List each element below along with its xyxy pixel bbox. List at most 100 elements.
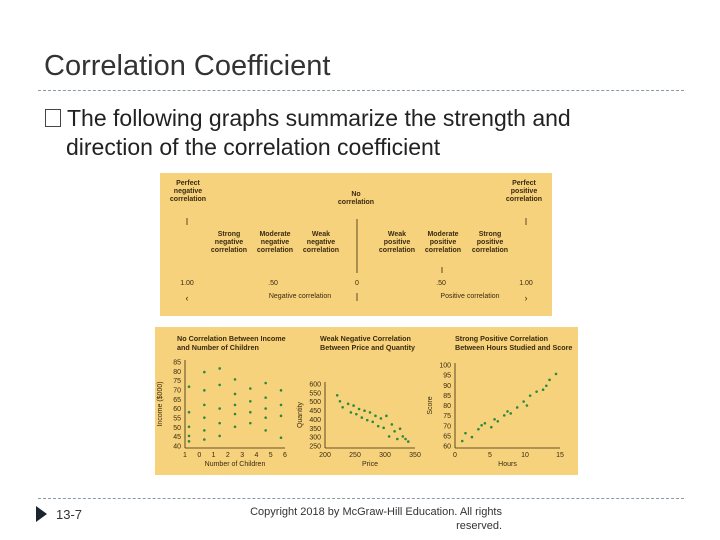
- chart-0-point: [279, 414, 283, 418]
- chart-0-point: [233, 412, 237, 416]
- chart-0-point: [279, 389, 283, 392]
- chart-0-point: [203, 429, 206, 432]
- chart-1-x-tick: 200: [319, 452, 331, 459]
- chart-2-point: [483, 421, 487, 425]
- chart-1-point: [357, 407, 361, 411]
- chart-2-x-tick: 0: [453, 452, 457, 459]
- footer-divider: [38, 498, 684, 499]
- value-zero: 0: [355, 280, 359, 287]
- chart-0-point: [279, 403, 283, 407]
- label-no-correlation: No correlation: [337, 191, 375, 206]
- chart-0-point: [233, 403, 237, 407]
- chart-2-title: Strong Positive Correlation: [455, 334, 548, 343]
- value-neg-50: .50: [268, 280, 278, 287]
- label-moderate-positive: Moderate positive correlation: [424, 231, 462, 254]
- chart-1-y-tick: 300: [309, 435, 321, 442]
- label-perfect-positive: Perfect positive correlation: [505, 180, 543, 203]
- chart-0-y-tick: 80: [173, 369, 181, 376]
- chart-2-point: [496, 420, 500, 423]
- chart-2-point: [522, 400, 525, 403]
- chart-0-y-tick: 45: [173, 434, 181, 441]
- chart-0-point: [249, 387, 252, 390]
- chart-1-x-tick: 300: [379, 452, 391, 459]
- chart-2-y-tick: 60: [443, 444, 451, 451]
- chart-0-point: [203, 438, 206, 441]
- chart-2-point: [460, 439, 464, 443]
- chart-2-point: [502, 414, 506, 417]
- chart-1-point: [379, 417, 383, 420]
- chart-0-point: [203, 403, 206, 407]
- chart-1-y-tick: 400: [309, 417, 321, 424]
- copyright-line2: reserved.: [456, 520, 502, 532]
- chart-1-point: [363, 409, 366, 413]
- chart-2-point: [548, 378, 551, 382]
- chart-0-x-tick: 1: [183, 452, 187, 459]
- scatter-plots-figure: No Correlation Between Income and Number …: [155, 327, 578, 475]
- chart-1-point: [401, 435, 405, 438]
- chart-1-point: [382, 426, 385, 430]
- chart-0-y-tick: 75: [173, 378, 181, 385]
- chart-1-y-tick: 350: [309, 426, 321, 433]
- chart-0-y-tick: 50: [173, 425, 181, 432]
- chart-0-point: [218, 383, 221, 387]
- chart-1-point: [385, 414, 388, 418]
- chart-0-y-tick: 65: [173, 397, 181, 404]
- chart-1-y-tick: 550: [309, 390, 321, 397]
- title-divider: [38, 90, 684, 91]
- bullet-block: The following graphs summarize the stren…: [44, 104, 684, 162]
- chart-2-point: [490, 425, 493, 429]
- chart-0-point: [233, 378, 237, 381]
- chart-1-point: [368, 411, 372, 414]
- chart-0-x-tick: 1: [212, 452, 216, 459]
- chart-2-point: [554, 372, 558, 376]
- chart-2-y-tick: 65: [443, 433, 451, 440]
- chart-0-point: [264, 416, 267, 419]
- arrow-left-icon: ‹: [186, 293, 189, 303]
- chart-1-y-label: Quantity: [297, 401, 304, 428]
- chart-2-y-tick: 95: [443, 373, 451, 380]
- chart-0-point: [264, 429, 267, 432]
- slide-number: 13-7: [56, 507, 83, 522]
- chart-2-point: [545, 384, 548, 388]
- chart-2-point: [470, 435, 474, 439]
- chart-1-point: [371, 420, 375, 424]
- footer-triangle-icon: [36, 506, 47, 522]
- chart-0-point: [187, 410, 191, 414]
- chart-1-point: [341, 405, 344, 409]
- chart-1-point: [376, 424, 380, 428]
- chart-2-x-tick: 15: [556, 452, 564, 459]
- chart-0-point: [187, 385, 191, 388]
- chart-1-title: Between Price and Quantity: [320, 343, 415, 352]
- scale-axis: ‹ ›: [186, 218, 528, 303]
- chart-0-x-tick: 0: [197, 452, 201, 459]
- label-weak-negative: Weak negative correlation: [302, 231, 340, 254]
- chart-0-x-tick: 4: [254, 452, 258, 459]
- chart-2-y-tick: 80: [443, 403, 451, 410]
- chart-0-y-tick: 40: [173, 444, 181, 451]
- chart-2-point: [464, 431, 467, 435]
- label-strong-positive: Strong positive correlation: [471, 231, 509, 254]
- chart-0-point: [218, 434, 221, 438]
- chart-0-y-tick: 60: [173, 406, 181, 413]
- chart-0-point: [264, 407, 267, 410]
- chart-2-y-tick: 85: [443, 393, 451, 400]
- chart-0-point: [279, 436, 283, 440]
- label-weak-positive: Weak positive correlation: [378, 231, 416, 254]
- chart-0-point: [233, 392, 237, 396]
- chart-1-point: [387, 435, 391, 438]
- chart-1-point: [396, 437, 399, 441]
- chart-1-point: [338, 399, 342, 403]
- value-pos-100: 1.00: [519, 280, 533, 287]
- chart-2-x-tick: 5: [488, 452, 492, 459]
- bullet-text-line2: direction of the correlation coefficient: [66, 134, 441, 160]
- chart-1-y-tick: 450: [309, 408, 321, 415]
- chart-2-y-tick: 90: [443, 383, 451, 390]
- chart-0-point: [249, 421, 252, 425]
- chart-2-y-tick: 100: [439, 363, 451, 370]
- chart-1-point: [352, 404, 355, 407]
- chart-0-x-tick: 5: [269, 452, 273, 459]
- chart-1-point: [406, 440, 410, 443]
- chart-2-point: [477, 427, 480, 431]
- label-perfect-negative: Perfect negative correlation: [169, 180, 207, 203]
- chart-0-x-tick: 2: [226, 452, 230, 459]
